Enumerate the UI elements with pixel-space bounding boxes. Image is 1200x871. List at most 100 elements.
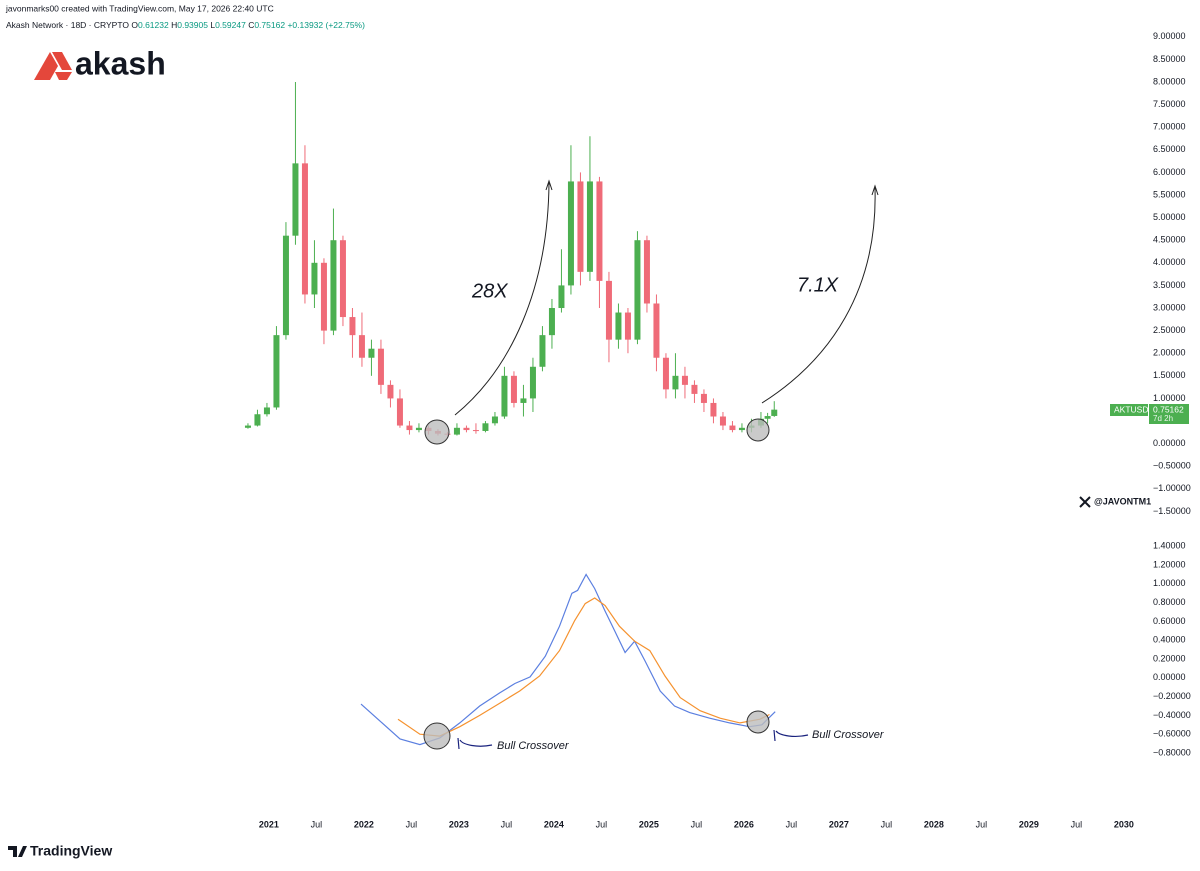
x-tick-label: Jul <box>881 819 893 829</box>
arrow-head <box>545 179 553 191</box>
x-tick-label: 2023 <box>449 819 469 829</box>
y-tick-label: 8.50000 <box>1153 54 1186 64</box>
tv-icon <box>8 846 27 857</box>
candle-body <box>339 240 346 318</box>
y-tick-label: −1.00000 <box>1153 483 1191 493</box>
candle-body <box>349 317 356 336</box>
candle-body <box>548 308 555 336</box>
y-tick-label: −0.80000 <box>1153 747 1191 757</box>
y-tick-label: 4.00000 <box>1153 257 1186 267</box>
y-tick-label: 3.00000 <box>1153 302 1186 312</box>
annotation: Bull Crossover <box>497 740 570 752</box>
candle-body <box>396 398 403 426</box>
candle-body <box>482 423 489 431</box>
candle-body <box>472 430 479 432</box>
x-tick-label: 2021 <box>259 819 279 829</box>
y-tick-label: 0.60000 <box>1153 616 1186 626</box>
candle-body <box>510 375 517 403</box>
y-tick-label: 7.00000 <box>1153 122 1186 132</box>
arrow <box>454 182 550 416</box>
logo-icon <box>34 52 58 80</box>
candle-body <box>634 240 641 340</box>
candle-body <box>520 398 527 403</box>
y-tick-label: −0.50000 <box>1153 461 1191 471</box>
candle-body <box>672 375 679 390</box>
candle-body <box>615 312 622 340</box>
candle-body <box>463 427 470 431</box>
candle-body <box>662 357 669 390</box>
ohlc-value: 0.61232 <box>138 20 169 30</box>
ohlc-label: C <box>248 20 254 30</box>
watermark: @JAVONTM1 <box>1079 496 1151 508</box>
arrow <box>457 737 493 750</box>
ohlc-label: H <box>171 20 177 30</box>
highlight-circle <box>746 710 770 734</box>
candle-body <box>311 262 318 295</box>
candle-body <box>653 303 660 358</box>
y-tick-label: 2.50000 <box>1153 325 1186 335</box>
candle-body <box>358 335 365 358</box>
candle-body <box>387 384 394 399</box>
y-tick-label: 2.00000 <box>1153 348 1186 358</box>
candle-body <box>244 425 251 428</box>
candle-body <box>596 181 603 281</box>
annotation: 7.1X <box>797 274 839 296</box>
x-tick-label: 2024 <box>544 819 564 829</box>
logo-icon <box>52 52 72 70</box>
x-tick-label: 2025 <box>639 819 659 829</box>
y-tick-label: −0.20000 <box>1153 691 1191 701</box>
y-tick-label: 0.80000 <box>1153 597 1186 607</box>
symbol-line: Akash Network · 18D · CRYPTO O0.61232 H0… <box>6 20 365 30</box>
y-tick-label: 0.00000 <box>1153 672 1186 682</box>
y-tick-label: −0.60000 <box>1153 729 1191 739</box>
candle-body <box>453 427 460 435</box>
x-tick-label: Jul <box>596 819 608 829</box>
y-tick-label: 5.00000 <box>1153 212 1186 222</box>
x-tick-label: Jul <box>691 819 703 829</box>
x-tick-label: 2030 <box>1114 819 1134 829</box>
footer-logo: TradingView <box>8 843 112 859</box>
candle-body <box>254 414 261 426</box>
highlight-circle <box>746 418 770 442</box>
y-tick-label: 4.50000 <box>1153 235 1186 245</box>
logo-text: akash <box>75 45 166 81</box>
candle-body <box>368 348 375 358</box>
y-tick-label: 6.50000 <box>1153 144 1186 154</box>
candle-body <box>624 312 631 340</box>
x-tick-label: Jul <box>1071 819 1083 829</box>
arrow <box>773 729 809 742</box>
y-tick-label: 0.40000 <box>1153 635 1186 645</box>
y-tick-label: 3.50000 <box>1153 280 1186 290</box>
y-tick-label: −0.40000 <box>1153 710 1191 720</box>
footer-text: TradingView <box>30 843 112 859</box>
x-tick-label: 2027 <box>829 819 849 829</box>
ohlc-value: 0.59247 <box>215 20 246 30</box>
price-tag <box>1149 404 1189 424</box>
candle-body <box>605 280 612 340</box>
candle-body <box>320 262 327 331</box>
candle-body <box>643 240 650 304</box>
logo-icon <box>55 72 72 80</box>
candle-body <box>567 181 574 286</box>
y-tick-label: 8.00000 <box>1153 76 1186 86</box>
candle-body <box>764 416 771 419</box>
y-tick-label: 7.50000 <box>1153 99 1186 109</box>
candle-body <box>729 425 736 431</box>
candle-body <box>501 375 508 417</box>
logo: akash <box>34 45 166 81</box>
candle-body <box>691 384 698 394</box>
x-tick-label: Jul <box>976 819 988 829</box>
candle-body <box>415 427 422 431</box>
candle-body <box>719 416 726 426</box>
highlight-circle <box>424 419 450 445</box>
symbol-tag <box>1110 404 1148 416</box>
ohlc-label: O <box>131 20 138 30</box>
candle-body <box>491 416 498 424</box>
x-tick-label: 2026 <box>734 819 754 829</box>
ohlc-label: L <box>210 20 215 30</box>
candle-body <box>681 375 688 385</box>
line-series <box>397 597 770 737</box>
x-tick-label: Jul <box>406 819 418 829</box>
candle-body <box>377 348 384 385</box>
